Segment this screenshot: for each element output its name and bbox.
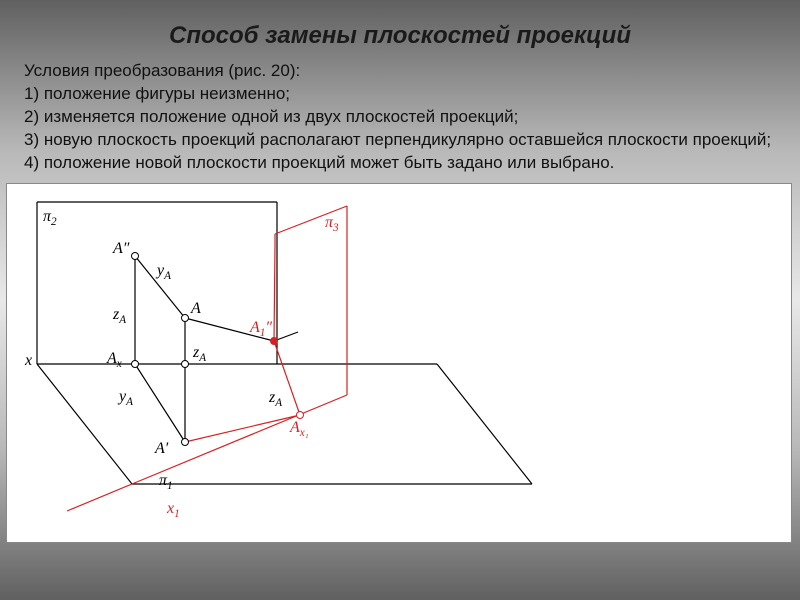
conditions-intro: Условия преобразования (рис. 20): [24,60,776,83]
conditions-item: 2) изменяется положение одной из двух пл… [24,106,776,129]
conditions-item: 3) новую плоскость проекций располагают … [24,129,776,152]
conditions-block: Условия преобразования (рис. 20): 1) пол… [0,60,800,183]
projection-diagram: π2π3π1xx1A″AAxA′A1″Ax₁yAzAzAyAzA [6,183,792,543]
page-title: Способ замены плоскостей проекций [0,0,800,60]
conditions-item: 1) положение фигуры неизменно; [24,83,776,106]
conditions-item: 4) положение новой плоскости проекций мо… [24,152,776,175]
